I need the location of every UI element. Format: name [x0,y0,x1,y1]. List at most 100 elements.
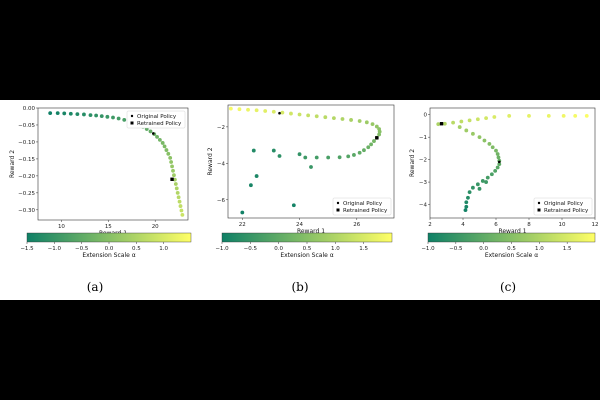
x-tick-label: 10 [559,222,566,228]
data-point [451,120,455,125]
data-point [493,168,498,173]
original-policy-marker [278,111,281,115]
legend-original-swatch [537,201,541,205]
data-point [172,177,177,182]
colorbar-tick-label: 1.0 [535,246,544,252]
data-point [309,165,313,169]
legend-retrained-swatch [537,208,541,212]
legend-retrained-label: Retrained Policy [544,208,589,214]
data-point [240,210,245,215]
data-point [271,109,276,114]
panel-caption: (c) [500,280,516,294]
x-tick-label: 8 [527,222,531,228]
data-point [297,112,302,117]
data-point [166,151,171,156]
legend-retrained-label: Retrained Policy [343,208,388,214]
colorbar-tick-label: 1.5 [563,246,572,252]
data-point [164,148,169,152]
data-point [357,119,362,123]
x-tick-label: 22 [239,222,246,228]
colorbar-label: Extension Scale α [82,252,135,259]
colorbar [26,232,192,243]
legend-retrained-label: Retrained Policy [137,121,182,127]
data-point [369,142,374,147]
data-point [280,110,285,115]
x-tick-label: 6 [494,222,498,228]
data-point [82,112,86,117]
x-axis-label: Reward 1 [498,228,526,235]
y-tick-label: −0.20 [18,174,35,180]
data-point [162,144,167,149]
data-point [248,183,253,188]
legend-original-swatch [336,201,340,205]
data-point [377,132,382,137]
data-point [228,106,233,111]
data-point [337,155,342,160]
data-point [459,119,464,124]
colorbar-tick-label: −1.0 [215,246,229,252]
data-point [494,148,498,153]
data-point [246,107,250,112]
data-point [94,113,99,118]
retrained-policy-marker [439,122,444,126]
data-point [366,145,371,150]
x-tick-label: 2 [428,222,432,228]
data-point [314,114,319,119]
data-point [497,162,502,167]
data-point [346,154,351,159]
data-point [475,182,480,187]
data-point [277,154,282,158]
data-point [352,153,356,157]
colorbar-tick-label: 0.0 [105,246,114,252]
data-point [297,152,302,157]
data-point [362,148,366,153]
legend-original-label: Original Policy [343,201,383,207]
data-point [492,115,497,119]
data-point [475,117,480,122]
retrained-policy-marker [375,136,379,140]
data-point [527,113,531,118]
data-point [254,174,259,178]
data-point [314,155,319,160]
data-point [436,122,441,127]
data-point [471,131,475,136]
data-point [495,152,500,156]
data-point [326,155,331,160]
data-point [99,114,104,119]
colorbar-tick-label: 1.5 [359,246,368,252]
data-point [155,134,159,139]
data-point [442,121,447,126]
panel-caption: (a) [87,280,104,294]
figure-canvas: 10 15 20 0.00 −0.05 −0.10 −0.15 −0.20 −0.25 −0.30… [0,100,600,300]
colorbar-tick-label: −0.5 [449,246,463,252]
data-point [303,155,308,160]
x-tick-label: 4 [461,222,465,228]
y-tick-label: −6 [217,198,226,204]
data-point [173,182,178,186]
colorbar-label: Extension Scale α [485,252,538,259]
data-point [179,208,184,213]
retrained-policy-marker [170,177,174,181]
data-point [178,204,183,208]
data-point [251,148,256,153]
data-point [495,165,500,170]
y-axis-label: Reward 2 [9,150,16,178]
data-point [471,185,475,190]
legend-original-label: Original Policy [544,201,584,207]
data-point [467,118,472,123]
y-tick-label: −0.30 [18,208,35,214]
data-point [263,109,268,113]
data-point [68,111,73,116]
data-point [561,113,566,118]
data-point [573,113,578,118]
y-tick-label: 0.00 [23,106,36,112]
data-point [254,108,259,113]
data-point [377,129,382,134]
legend-box [332,197,392,216]
data-point [169,160,174,164]
original-policy-marker [498,160,501,164]
y-tick-label: −0.10 [18,140,35,146]
y-tick-label: −4 [419,203,428,209]
data-point [75,112,80,117]
colorbar-tick-label: 1.0 [331,246,340,252]
